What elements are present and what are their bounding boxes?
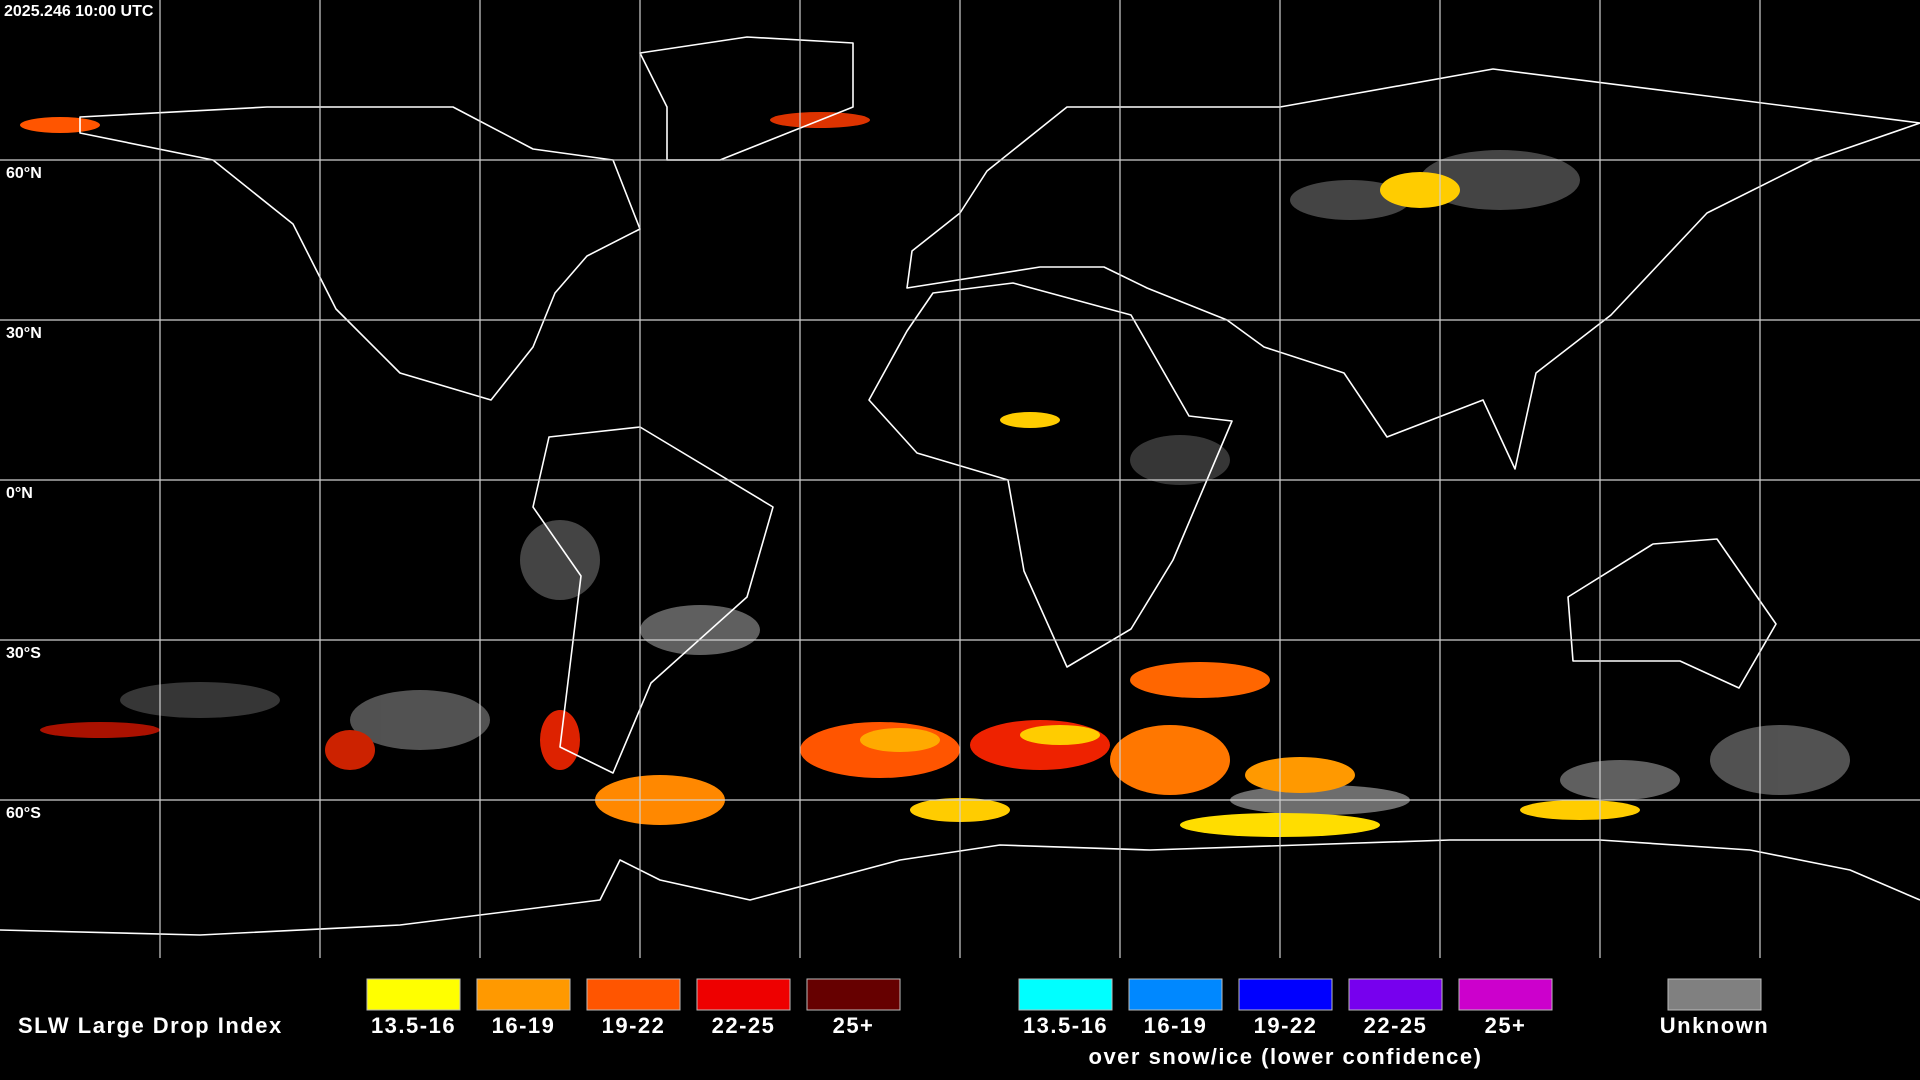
legend-label: 13.5-16 xyxy=(371,1013,456,1038)
legend-swatch xyxy=(806,978,901,1011)
legend-label: 16-19 xyxy=(1144,1013,1208,1038)
timestamp: 2025.246 10:00 UTC xyxy=(4,3,154,20)
latitude-label: 0°N xyxy=(6,485,33,502)
legend-label: 19-22 xyxy=(602,1013,666,1038)
coastlines xyxy=(0,36,1920,936)
legend-caption: over snow/ice (lower confidence) xyxy=(1089,1044,1483,1069)
legend-label: Unknown xyxy=(1660,1013,1770,1038)
graticule xyxy=(0,0,1920,958)
legend-swatch xyxy=(1667,978,1762,1011)
latitude-labels: 60°N 30°N 0°N 30°S 60°S xyxy=(6,165,42,822)
legend: SLW Large Drop Index 13.5-16 16-19 19-22 22… xyxy=(18,978,1770,1069)
legend-swatch xyxy=(366,978,461,1011)
legend-swatch xyxy=(1128,978,1223,1011)
latitude-label: 30°S xyxy=(6,645,41,662)
legend-swatch xyxy=(476,978,571,1011)
legend-title: SLW Large Drop Index xyxy=(18,1013,283,1038)
legend-swatch xyxy=(1458,978,1553,1011)
slw-patches xyxy=(20,112,1640,837)
legend-swatch xyxy=(696,978,791,1011)
legend-swatch xyxy=(1018,978,1113,1011)
latitude-label: 60°S xyxy=(6,805,41,822)
latitude-label: 30°N xyxy=(6,325,42,342)
legend-label: 25+ xyxy=(1485,1013,1527,1038)
map: 60°N 30°N 0°N 30°S 60°S xyxy=(0,0,1920,958)
legend-label: 22-25 xyxy=(1364,1013,1428,1038)
latitude-label: 60°N xyxy=(6,165,42,182)
legend-swatch xyxy=(586,978,681,1011)
legend-label: 13.5-16 xyxy=(1023,1013,1108,1038)
legend-swatch xyxy=(1348,978,1443,1011)
legend-label: 25+ xyxy=(833,1013,875,1038)
cloud-patches xyxy=(120,150,1850,815)
legend-label: 16-19 xyxy=(492,1013,556,1038)
legend-swatch xyxy=(1238,978,1333,1011)
legend-label: 22-25 xyxy=(712,1013,776,1038)
legend-label: 19-22 xyxy=(1254,1013,1318,1038)
